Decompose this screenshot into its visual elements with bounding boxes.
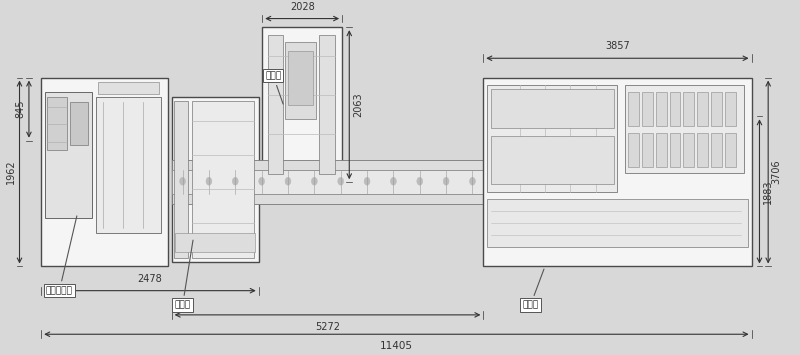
Text: 折盖封箱机: 折盖封箱机 xyxy=(46,216,77,295)
Bar xyxy=(42,78,168,267)
Bar xyxy=(47,97,67,150)
Circle shape xyxy=(364,178,370,185)
Text: 2063: 2063 xyxy=(353,92,363,117)
Circle shape xyxy=(258,178,265,185)
Bar xyxy=(725,133,735,167)
Circle shape xyxy=(206,178,212,185)
Text: 3857: 3857 xyxy=(605,42,630,51)
Circle shape xyxy=(470,178,475,185)
Bar xyxy=(697,133,708,167)
Bar xyxy=(172,97,258,262)
Bar xyxy=(262,27,342,182)
Bar xyxy=(172,194,483,203)
Circle shape xyxy=(390,178,396,185)
Text: 开箱机: 开箱机 xyxy=(265,71,283,104)
Circle shape xyxy=(232,178,238,185)
Bar xyxy=(625,86,744,173)
Bar xyxy=(96,97,161,233)
Bar xyxy=(642,92,653,126)
Bar xyxy=(192,101,254,258)
Circle shape xyxy=(338,178,344,185)
Bar xyxy=(98,82,159,94)
Bar xyxy=(683,133,694,167)
Bar xyxy=(642,133,653,167)
Bar xyxy=(711,92,722,126)
Bar xyxy=(490,89,614,128)
Text: 3706: 3706 xyxy=(772,160,782,184)
Text: 2028: 2028 xyxy=(290,2,314,12)
Bar xyxy=(487,199,748,247)
Text: 装盒机: 装盒机 xyxy=(522,269,544,310)
Bar xyxy=(670,92,681,126)
Bar xyxy=(490,136,614,184)
Bar xyxy=(174,101,188,258)
Bar xyxy=(45,92,92,218)
Bar xyxy=(70,102,88,146)
Text: 5272: 5272 xyxy=(315,322,340,332)
Circle shape xyxy=(311,178,318,185)
Bar xyxy=(656,92,666,126)
Bar xyxy=(697,92,708,126)
Text: 11405: 11405 xyxy=(380,341,413,351)
Text: 1883: 1883 xyxy=(763,179,773,204)
Bar xyxy=(487,86,618,192)
Circle shape xyxy=(443,178,449,185)
Bar xyxy=(286,42,316,119)
Bar xyxy=(656,133,666,167)
Bar xyxy=(268,35,282,174)
Bar xyxy=(172,170,483,194)
Text: 2478: 2478 xyxy=(138,274,162,284)
Bar xyxy=(628,92,639,126)
Bar xyxy=(725,92,735,126)
Bar xyxy=(670,133,681,167)
Bar xyxy=(628,133,639,167)
Text: 装箱机: 装箱机 xyxy=(174,240,193,310)
Circle shape xyxy=(180,178,186,185)
Circle shape xyxy=(417,178,422,185)
Text: 1962: 1962 xyxy=(6,160,16,184)
Bar xyxy=(319,35,334,174)
Bar xyxy=(172,160,483,170)
Bar xyxy=(711,133,722,167)
Bar xyxy=(175,233,255,252)
Circle shape xyxy=(285,178,291,185)
Bar xyxy=(288,51,313,105)
Bar xyxy=(683,92,694,126)
Text: 845: 845 xyxy=(15,100,26,118)
Bar xyxy=(483,78,751,267)
